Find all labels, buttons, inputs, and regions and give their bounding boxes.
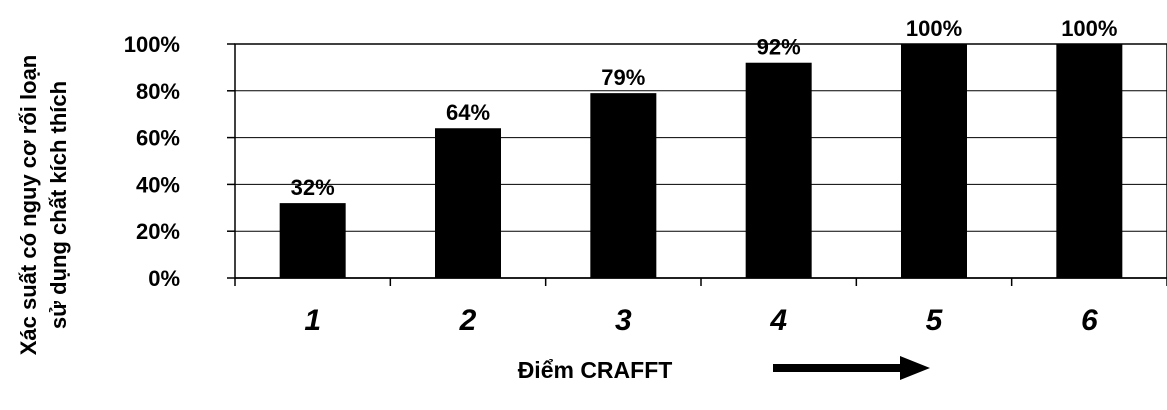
y-tick-label: 100% [124,32,180,57]
arrow-right-icon [773,356,930,380]
y-tick-labels: 0% 20% 40% 60% 80% 100% [124,32,180,291]
gridlines [227,43,1167,279]
x-tick-label-2: 2 [459,304,477,337]
x-tick-labels: 1 2 3 4 5 6 [304,304,1098,337]
y-axis-label: Xác suất có nguy cơ rối loạn sử dụng chấ… [16,55,71,356]
y-tick-label: 0% [148,266,180,291]
data-label-2: 64% [446,100,490,125]
x-axis [234,277,1167,286]
data-label-6: 100% [1061,16,1117,41]
data-label-4: 92% [757,35,801,60]
bars [279,44,1123,278]
bar-4 [745,62,812,278]
x-tick-label-3: 3 [615,304,632,337]
x-tick-label-6: 6 [1081,304,1098,337]
bar-1 [279,203,346,278]
x-tick-label-5: 5 [926,304,944,337]
x-tick-label-4: 4 [769,304,787,337]
y-tick-label: 40% [136,172,180,197]
y-tick-label: 80% [136,79,180,104]
data-labels: 32% 64% 79% 92% 100% 100% [291,16,1118,200]
data-label-1: 32% [291,175,335,200]
bar-3 [590,93,657,278]
y-axis-label-line-2: sử dụng chất kích thích [46,81,71,329]
plot-frame [234,43,1167,279]
data-label-5: 100% [906,16,962,41]
bar-6 [1056,44,1123,278]
y-axis-label-line-1: Xác suất có nguy cơ rối loạn [16,55,41,356]
x-axis-label: Điểm CRAFFT [518,357,673,383]
y-tick-label: 60% [136,126,180,151]
y-tick-label: 20% [136,219,180,244]
bar-2 [435,128,501,278]
data-label-3: 79% [601,65,645,90]
bar-5 [901,44,967,278]
x-tick-label-1: 1 [304,304,321,337]
